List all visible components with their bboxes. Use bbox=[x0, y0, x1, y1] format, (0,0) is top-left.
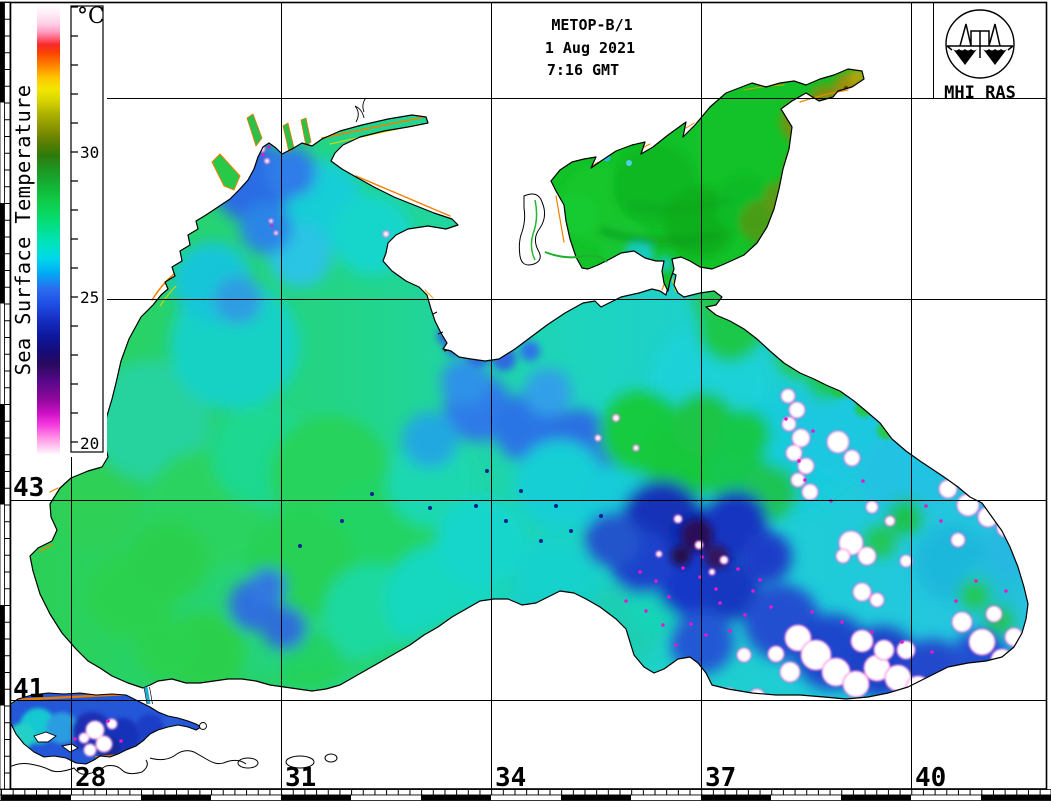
logo-text: MHI RAS bbox=[944, 83, 1016, 103]
dark-flecks bbox=[298, 469, 603, 548]
colorbar-tick-frame bbox=[70, 5, 104, 453]
header-block: METOP-B/1 1 Aug 2021 7:16 GMT bbox=[545, 16, 635, 79]
black-sea-coastline bbox=[29, 114, 1029, 700]
logo-circle-icon bbox=[945, 9, 1015, 79]
colorbar: °C 30 25 20 Sea Surface Temperature bbox=[11, 3, 107, 457]
border-ticks-left bbox=[0, 1, 11, 790]
bosporus-strait bbox=[143, 686, 153, 705]
crimea-harbor-marks bbox=[432, 311, 450, 352]
colorbar-ticks bbox=[71, 6, 78, 443]
colorbar-tick-25: 25 bbox=[80, 288, 99, 307]
longitude-labels: 28 31 34 37 40 bbox=[75, 763, 946, 793]
colorbar-tick-30: 30 bbox=[80, 143, 99, 162]
map-frame bbox=[9, 1, 1048, 790]
mhi-ras-logo: MHI RAS bbox=[944, 9, 1016, 103]
lon-label-31: 31 bbox=[285, 763, 316, 793]
colorbar-tick-20: 20 bbox=[80, 434, 99, 453]
azov-coastline bbox=[550, 68, 865, 292]
anatolia-land-outlines bbox=[7, 750, 338, 775]
lon-label-37: 37 bbox=[705, 763, 736, 793]
colorbar-gradient bbox=[37, 4, 60, 455]
satellite-label: METOP-B/1 bbox=[551, 16, 632, 34]
lat-label-43: 43 bbox=[13, 473, 44, 503]
latitude-labels: 43 41 bbox=[13, 473, 44, 704]
river-channels bbox=[354, 97, 367, 123]
marmara-coastline bbox=[7, 692, 202, 765]
lon-label-34: 34 bbox=[495, 763, 526, 793]
colorbar-unit: °C bbox=[77, 4, 105, 29]
lon-label-28: 28 bbox=[75, 763, 106, 793]
logo-waves-icon bbox=[946, 23, 1014, 65]
colorbar-title: Sea Surface Temperature bbox=[11, 85, 35, 376]
lat-label-41: 41 bbox=[13, 674, 44, 704]
time-label: 7:16 GMT bbox=[547, 61, 619, 79]
sivash-lagoons bbox=[518, 193, 608, 266]
marmara-islands bbox=[33, 722, 207, 753]
cloud-gaps bbox=[242, 138, 1028, 699]
lon-label-40: 40 bbox=[915, 763, 946, 793]
date-label: 1 Aug 2021 bbox=[545, 39, 635, 57]
